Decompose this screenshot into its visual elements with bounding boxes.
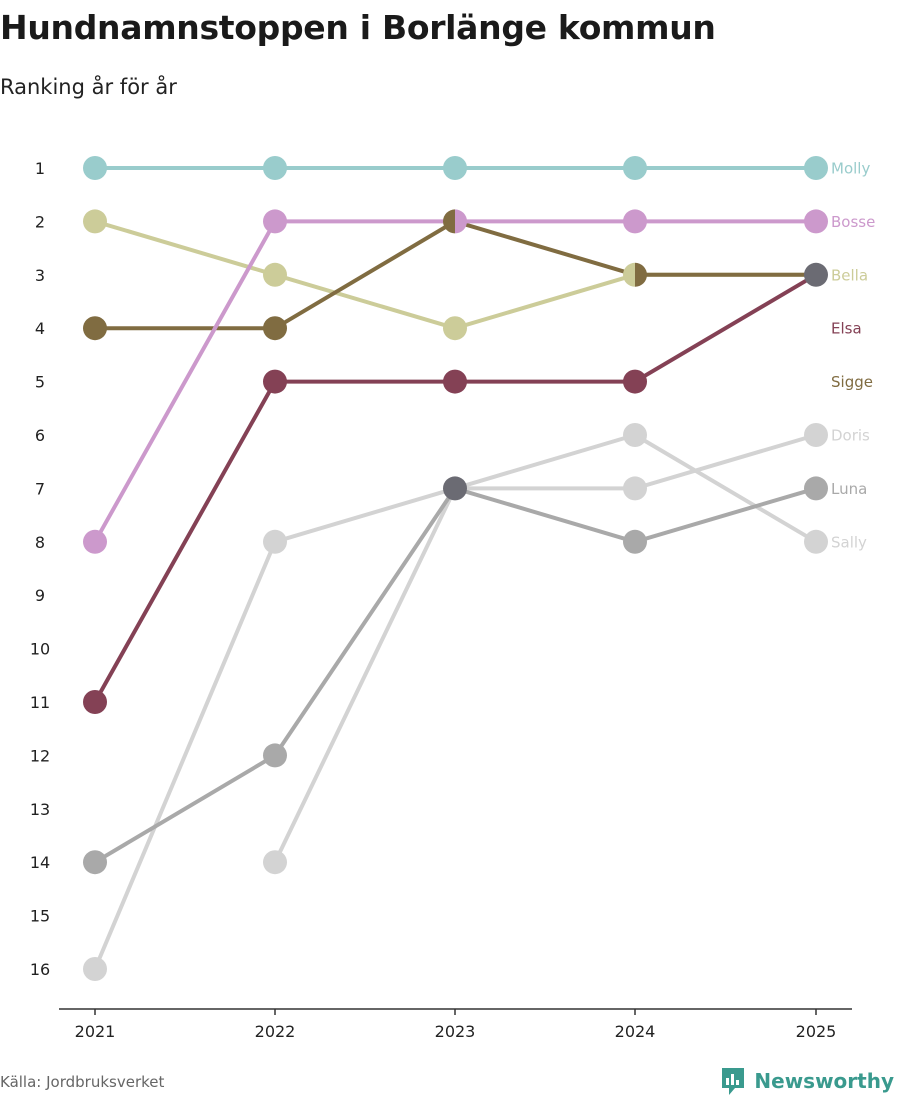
y-tick-label: 8 bbox=[35, 533, 45, 552]
marker-molly-2025 bbox=[804, 156, 828, 180]
series-label-bosse: Bosse bbox=[831, 213, 875, 231]
x-tick-label: 2022 bbox=[255, 1022, 296, 1041]
y-tick-label: 15 bbox=[30, 907, 50, 926]
y-tick-label: 10 bbox=[30, 640, 50, 659]
x-tick-label: 2024 bbox=[615, 1022, 656, 1041]
marker-luna-2021 bbox=[83, 850, 107, 875]
marker-luna-2022 bbox=[263, 743, 287, 768]
y-tick-label: 3 bbox=[35, 266, 45, 285]
x-tick-label: 2025 bbox=[796, 1022, 837, 1041]
series-label-elsa: Elsa bbox=[831, 320, 862, 338]
marker-molly-2022 bbox=[263, 156, 287, 180]
series-label-sally: Sally bbox=[831, 533, 867, 551]
y-tick-label: 1 bbox=[35, 159, 45, 178]
marker-doris-2024 bbox=[623, 476, 647, 501]
marker-shared-2023-rank-7 bbox=[443, 476, 467, 501]
y-tick-label: 7 bbox=[35, 479, 45, 498]
marker-bella-2023 bbox=[443, 316, 467, 341]
marker-sally-2022 bbox=[263, 850, 287, 875]
marker-molly-2024 bbox=[623, 156, 647, 180]
marker-bosse-2025 bbox=[804, 209, 828, 234]
marker-elsa-2022 bbox=[263, 369, 287, 394]
y-tick-label: 16 bbox=[30, 960, 50, 979]
y-tick-label: 9 bbox=[35, 586, 45, 605]
marker-bosse-2022 bbox=[263, 209, 287, 234]
newsworthy-logo-icon bbox=[722, 1068, 745, 1095]
x-tick-label: 2021 bbox=[75, 1022, 116, 1041]
marker-bella-2021 bbox=[83, 209, 107, 234]
chart-subtitle: Ranking år för år bbox=[0, 75, 177, 99]
marker-bosse-2024 bbox=[623, 209, 647, 234]
y-tick-label: 12 bbox=[30, 746, 50, 765]
marker-sigge-2023 bbox=[443, 209, 455, 234]
source-note: Källa: Jordbruksverket bbox=[0, 1073, 165, 1091]
series-label-luna: Luna bbox=[831, 480, 867, 498]
marker-sigge-2022 bbox=[263, 316, 287, 341]
y-tick-label: 2 bbox=[35, 212, 45, 231]
marker-luna-2024 bbox=[623, 529, 647, 554]
y-tick-label: 14 bbox=[30, 853, 50, 872]
series-line-sigge bbox=[93, 219, 818, 331]
marker-sigge-2021 bbox=[83, 316, 107, 341]
marker-sigge-2024 bbox=[635, 262, 647, 287]
marker-doris-2021 bbox=[83, 957, 107, 981]
marker-elsa-2023 bbox=[443, 369, 467, 394]
marker-molly-2023 bbox=[443, 156, 467, 180]
marker-molly-2021 bbox=[83, 156, 107, 180]
y-tick-label: 6 bbox=[35, 426, 45, 445]
marker-elsa-2021 bbox=[83, 690, 107, 714]
chart-title: Hundnamnstoppen i Borlänge kommun bbox=[0, 8, 716, 47]
y-tick-label: 13 bbox=[30, 800, 50, 819]
marker-shared-2025-rank-3 bbox=[804, 262, 828, 287]
brand-name: Newsworthy bbox=[754, 1069, 894, 1093]
x-tick-label: 2023 bbox=[435, 1022, 476, 1041]
marker-bella-2022 bbox=[263, 262, 287, 287]
series-line-luna bbox=[93, 486, 818, 865]
series-line-sally bbox=[273, 433, 818, 865]
y-tick-label: 11 bbox=[30, 693, 50, 712]
brand-logo[interactable]: Newsworthy bbox=[720, 1066, 894, 1096]
series-label-molly: Molly bbox=[831, 160, 870, 178]
marker-doris-2022 bbox=[263, 529, 287, 554]
series-label-sigge: Sigge bbox=[831, 373, 873, 391]
marker-bosse-2021 bbox=[83, 529, 107, 554]
marker-luna-2025 bbox=[804, 476, 828, 501]
marker-bella-2024 bbox=[623, 262, 635, 287]
marker-sally-2024 bbox=[623, 423, 647, 447]
marker-elsa-2024 bbox=[623, 369, 647, 394]
series-label-bella: Bella bbox=[831, 266, 868, 284]
marker-bosse-2023 bbox=[455, 209, 467, 234]
marker-sally-2025 bbox=[804, 529, 828, 554]
y-tick-label: 5 bbox=[35, 373, 45, 392]
y-tick-label: 4 bbox=[35, 319, 45, 338]
marker-doris-2025 bbox=[804, 423, 828, 447]
series-line-doris bbox=[93, 433, 818, 971]
series-label-doris: Doris bbox=[831, 427, 870, 445]
